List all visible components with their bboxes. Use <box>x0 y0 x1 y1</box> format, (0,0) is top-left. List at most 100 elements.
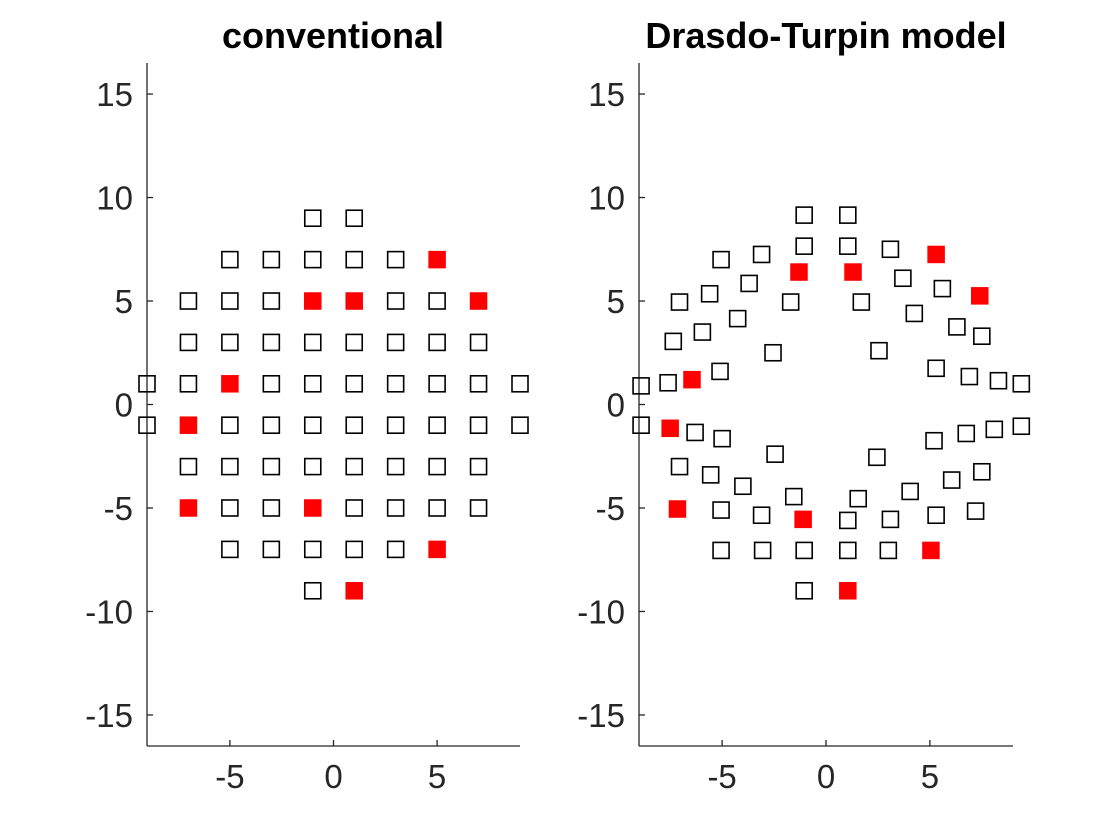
filled-square-marker <box>668 500 687 518</box>
x-tick-label: 5 <box>921 758 939 795</box>
open-square-marker <box>686 423 704 442</box>
filled-square-marker <box>428 540 446 559</box>
open-square-marker <box>933 279 952 298</box>
open-square-marker <box>795 237 813 255</box>
filled-square-marker <box>179 499 198 517</box>
open-square-marker <box>221 416 239 434</box>
open-square-marker <box>138 375 156 393</box>
open-square-marker <box>752 245 771 264</box>
open-square-marker <box>469 457 488 476</box>
open-square-marker <box>303 416 322 434</box>
open-square-marker <box>957 424 976 443</box>
open-square-marker <box>852 293 871 311</box>
panel-drasdo-turpin: Drasdo-Turpin model 15 10 5 0 -5 -10 -15 -5 0 5 <box>577 15 1031 795</box>
open-square-marker <box>386 333 405 352</box>
open-square-marker <box>925 431 943 450</box>
open-square-marker <box>632 416 650 434</box>
open-square-marker <box>386 375 405 393</box>
filled-square-marker <box>345 582 363 600</box>
open-square-marker <box>428 499 446 517</box>
marker-group <box>632 206 1031 600</box>
open-square-marker <box>345 416 364 434</box>
open-square-marker <box>948 318 966 336</box>
open-square-marker <box>752 506 771 525</box>
open-square-marker <box>469 416 488 434</box>
y-tick-label: 5 <box>115 283 133 320</box>
open-square-marker <box>179 375 198 393</box>
open-square-marker <box>740 274 758 293</box>
open-square-marker <box>221 457 239 476</box>
open-square-marker <box>881 510 900 529</box>
open-square-marker <box>795 541 813 560</box>
open-square-marker <box>1012 375 1031 393</box>
open-square-marker <box>868 448 886 467</box>
open-square-marker <box>262 250 281 269</box>
filled-square-marker <box>922 541 940 560</box>
open-square-marker <box>428 333 446 352</box>
filled-square-marker <box>221 375 239 393</box>
open-square-marker <box>345 457 364 476</box>
open-square-marker <box>469 375 488 393</box>
open-square-marker <box>839 237 857 255</box>
open-square-marker <box>386 292 405 310</box>
open-square-marker <box>973 327 991 346</box>
open-square-marker <box>345 209 364 228</box>
filled-square-marker <box>179 416 198 434</box>
filled-square-marker <box>794 510 812 529</box>
open-square-marker <box>303 333 322 352</box>
open-square-marker <box>960 367 979 386</box>
open-square-marker <box>221 333 239 352</box>
open-square-marker <box>795 206 813 224</box>
open-square-marker <box>670 457 689 476</box>
tick-group: 15 10 5 0 -5 -10 -15 -5 0 5 <box>577 76 939 795</box>
open-square-marker <box>927 359 945 378</box>
open-square-marker <box>221 540 239 559</box>
y-tick-label: 5 <box>607 283 625 320</box>
filled-square-marker <box>790 263 808 281</box>
filled-square-marker <box>839 582 857 600</box>
open-square-marker <box>795 581 813 600</box>
open-square-marker <box>839 511 857 530</box>
open-square-marker <box>262 333 281 352</box>
open-square-marker <box>262 375 281 393</box>
open-square-marker <box>659 373 677 392</box>
open-square-marker <box>511 416 529 434</box>
filled-square-marker <box>927 245 945 264</box>
open-square-marker <box>262 416 281 434</box>
open-square-marker <box>469 333 488 352</box>
open-square-marker <box>179 457 198 476</box>
open-square-marker <box>469 499 488 517</box>
filled-square-marker <box>304 292 322 310</box>
open-square-marker <box>428 457 446 476</box>
open-square-marker <box>221 499 239 517</box>
open-square-marker <box>753 541 772 560</box>
open-square-marker <box>221 250 239 269</box>
open-square-marker <box>345 540 364 559</box>
open-square-marker <box>262 292 281 310</box>
open-square-marker <box>303 209 322 228</box>
open-square-marker <box>784 487 803 506</box>
open-square-marker <box>712 250 730 269</box>
open-square-marker <box>728 309 747 328</box>
open-square-marker <box>386 540 405 559</box>
open-square-marker <box>989 371 1008 390</box>
y-tick-label: 10 <box>96 180 133 217</box>
open-square-marker <box>262 457 281 476</box>
panel-conventional: conventional 15 10 5 0 -5 -10 -15 -5 0 5 <box>85 15 529 795</box>
filled-square-marker <box>428 250 446 269</box>
marker-group <box>138 209 529 600</box>
open-square-marker <box>927 506 945 525</box>
x-tick-label: -5 <box>707 758 736 795</box>
open-square-marker <box>664 332 683 351</box>
y-tick-label: -10 <box>85 593 133 630</box>
y-tick-label: -15 <box>577 697 625 734</box>
open-square-marker <box>138 416 156 434</box>
tick-group: 15 10 5 0 -5 -10 -15 -5 0 5 <box>85 76 446 795</box>
open-square-marker <box>711 362 729 381</box>
filled-square-marker <box>661 419 679 438</box>
filled-square-marker <box>345 292 363 310</box>
open-square-marker <box>879 541 898 560</box>
filled-square-marker <box>971 287 989 305</box>
open-square-marker <box>693 323 712 341</box>
open-square-marker <box>734 477 752 496</box>
